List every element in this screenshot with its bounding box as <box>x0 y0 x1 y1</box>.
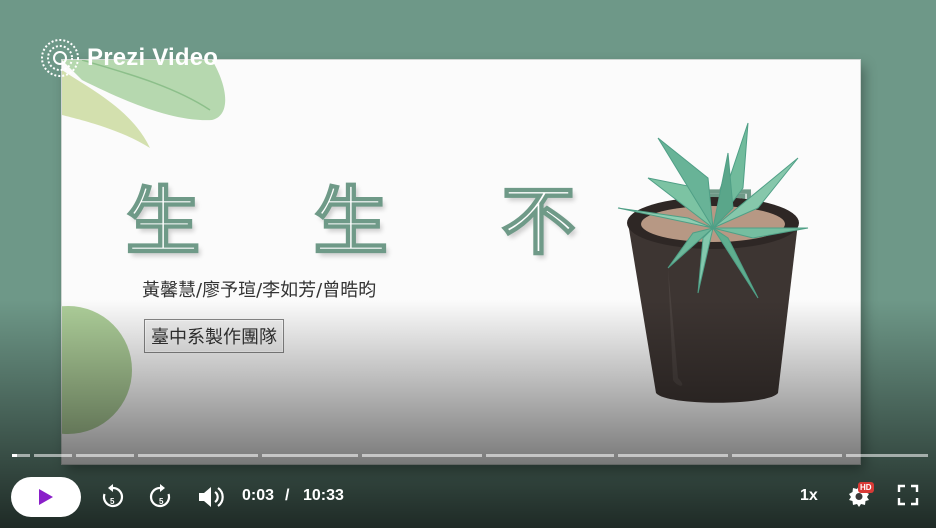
prezi-logo-icon <box>41 39 79 77</box>
play-icon <box>39 489 53 505</box>
total-time: 10:33 <box>303 487 344 504</box>
prezi-video-logo: Prezi Video <box>40 38 218 78</box>
progress-segment <box>34 454 72 457</box>
progress-segment <box>262 454 358 457</box>
volume-button[interactable] <box>197 484 225 515</box>
fullscreen-icon <box>897 484 919 506</box>
progress-segment <box>12 454 30 457</box>
fullscreen-button[interactable] <box>897 484 919 511</box>
current-time: 0:03 <box>242 487 275 504</box>
svg-text:5: 5 <box>110 497 115 506</box>
slide-authors: 黃馨慧/廖予瑄/李如芳/曾晧昀 <box>142 280 377 301</box>
hd-badge: HD <box>858 482 874 493</box>
playback-speed-button[interactable]: 1x <box>800 487 818 504</box>
time-separator: / <box>285 487 290 504</box>
progress-segment <box>732 454 842 457</box>
forward-5-button[interactable]: 5 <box>148 484 172 515</box>
volume-icon <box>199 487 224 507</box>
progress-segment <box>138 454 258 457</box>
progress-bar[interactable] <box>12 454 928 458</box>
watercolor-leaves-decoration <box>62 60 226 148</box>
progress-segment <box>362 454 482 457</box>
svg-text:5: 5 <box>159 497 164 506</box>
progress-segment <box>846 454 928 457</box>
player-controls: 5 5 0:03 / 10:33 1x <box>0 472 936 522</box>
progress-segment <box>486 454 614 457</box>
rewind-5-icon: 5 <box>102 484 124 508</box>
progress-played <box>12 454 17 457</box>
logo-text: Prezi Video <box>87 44 219 71</box>
rewind-5-button[interactable]: 5 <box>101 484 125 515</box>
progress-segment <box>618 454 728 457</box>
progress-segment <box>76 454 134 457</box>
forward-5-icon: 5 <box>149 484 171 508</box>
play-button[interactable] <box>11 477 81 517</box>
